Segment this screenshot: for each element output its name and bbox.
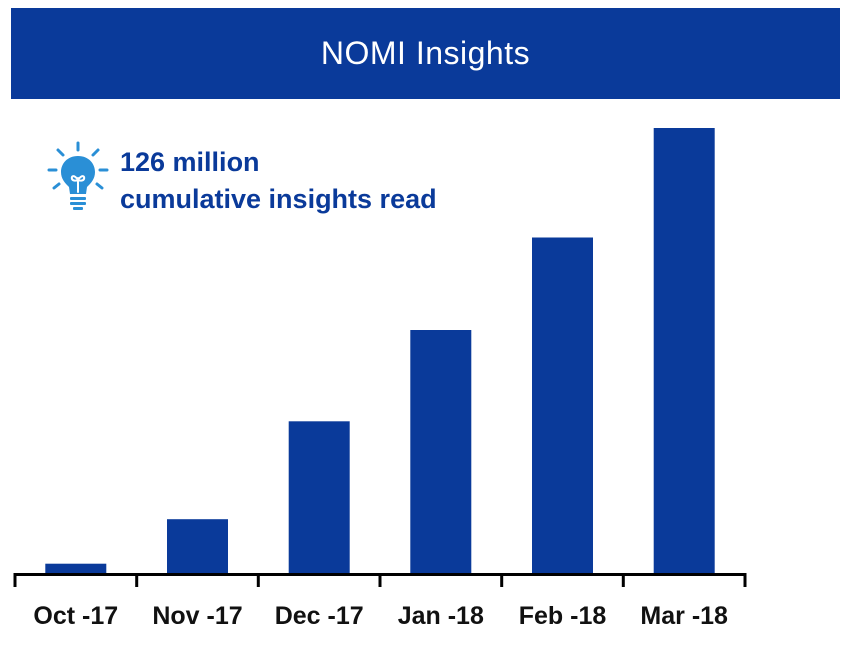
callout-value: 126 million <box>120 147 260 177</box>
x-tick-label: Oct -17 <box>33 602 118 630</box>
chart-title: NOMI Insights <box>320 35 531 71</box>
bar-nov-17 <box>167 519 228 573</box>
bar-feb-18 <box>532 237 593 573</box>
bar-dec-17 <box>288 421 350 573</box>
lightbulb-icon <box>47 141 109 210</box>
x-tick-label: Feb -18 <box>519 602 607 630</box>
callout-caption: cumulative insights read <box>120 184 437 214</box>
x-tick-labels: Oct -17 Nov -17 Dec -17 Jan -18 Feb -18 Mar -… <box>33 602 728 630</box>
insights-callout: 126 million cumulative insights read <box>46 140 437 218</box>
x-tick-label: Mar -18 <box>640 602 728 630</box>
bar-jan-18 <box>410 330 472 573</box>
bar-mar-18 <box>653 128 715 573</box>
x-tick-label: Dec -17 <box>275 602 364 630</box>
x-axis <box>13 573 747 587</box>
x-tick-label: Nov -17 <box>152 602 242 630</box>
bar-group <box>45 128 715 573</box>
x-tick-label: Jan -18 <box>398 602 484 630</box>
title-banner: NOMI Insights <box>11 8 840 99</box>
bar-oct-17 <box>45 563 107 573</box>
callout-text: 126 million cumulative insights read <box>120 140 437 218</box>
